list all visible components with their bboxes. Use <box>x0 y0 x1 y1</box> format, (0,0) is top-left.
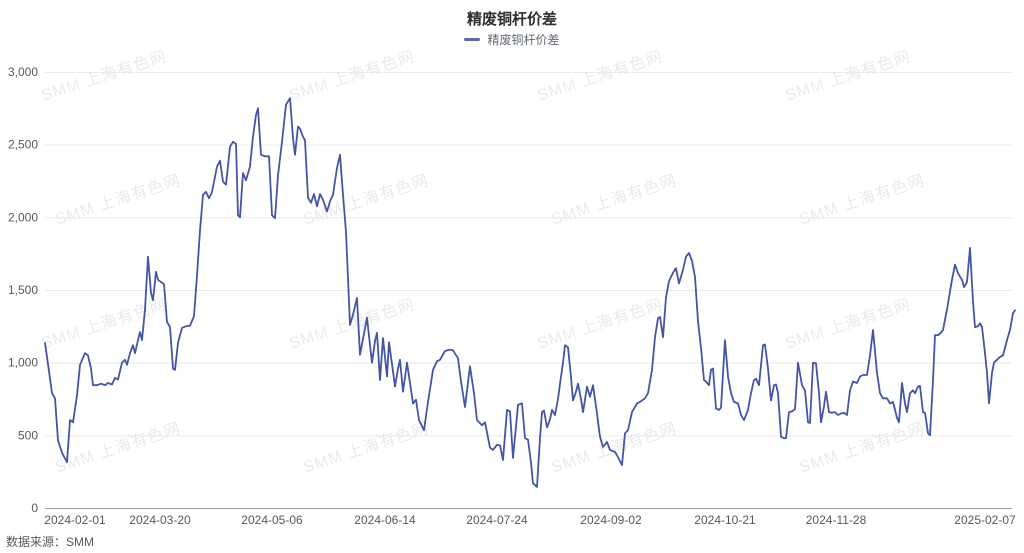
y-axis-label: 2,500 <box>8 138 38 152</box>
x-axis-label: 2024-11-28 <box>806 513 867 527</box>
x-axis-label: 2024-02-01 <box>44 513 106 527</box>
legend-item[interactable]: 精废铜杆价差 <box>0 31 1024 47</box>
x-axis-label: 2024-05-06 <box>241 513 303 527</box>
chart-title: 精废铜杆价差 <box>466 11 557 28</box>
legend-label: 精废铜杆价差 <box>487 32 560 47</box>
y-axis-label: 2,000 <box>8 210 38 224</box>
series-line <box>44 97 1016 488</box>
x-axis-label: 2024-03-20 <box>129 513 191 527</box>
x-axis-label: 2024-06-14 <box>354 513 416 527</box>
y-axis-label: 1,000 <box>8 356 38 370</box>
y-axis-label: 500 <box>18 428 38 442</box>
x-axis-label: 2025-02-07 <box>954 513 1016 527</box>
legend-line-icon <box>464 37 481 41</box>
y-axis-label: 1,500 <box>8 283 38 297</box>
y-axis-label: 3,000 <box>8 65 38 79</box>
y-axis-label: 0 <box>31 501 38 515</box>
data-source: 数据来源：SMM <box>6 535 94 549</box>
x-axis-label: 2024-09-02 <box>580 513 642 527</box>
x-axis-label: 2024-07-24 <box>466 513 528 527</box>
x-axis-label: 2024-10-21 <box>694 513 756 527</box>
